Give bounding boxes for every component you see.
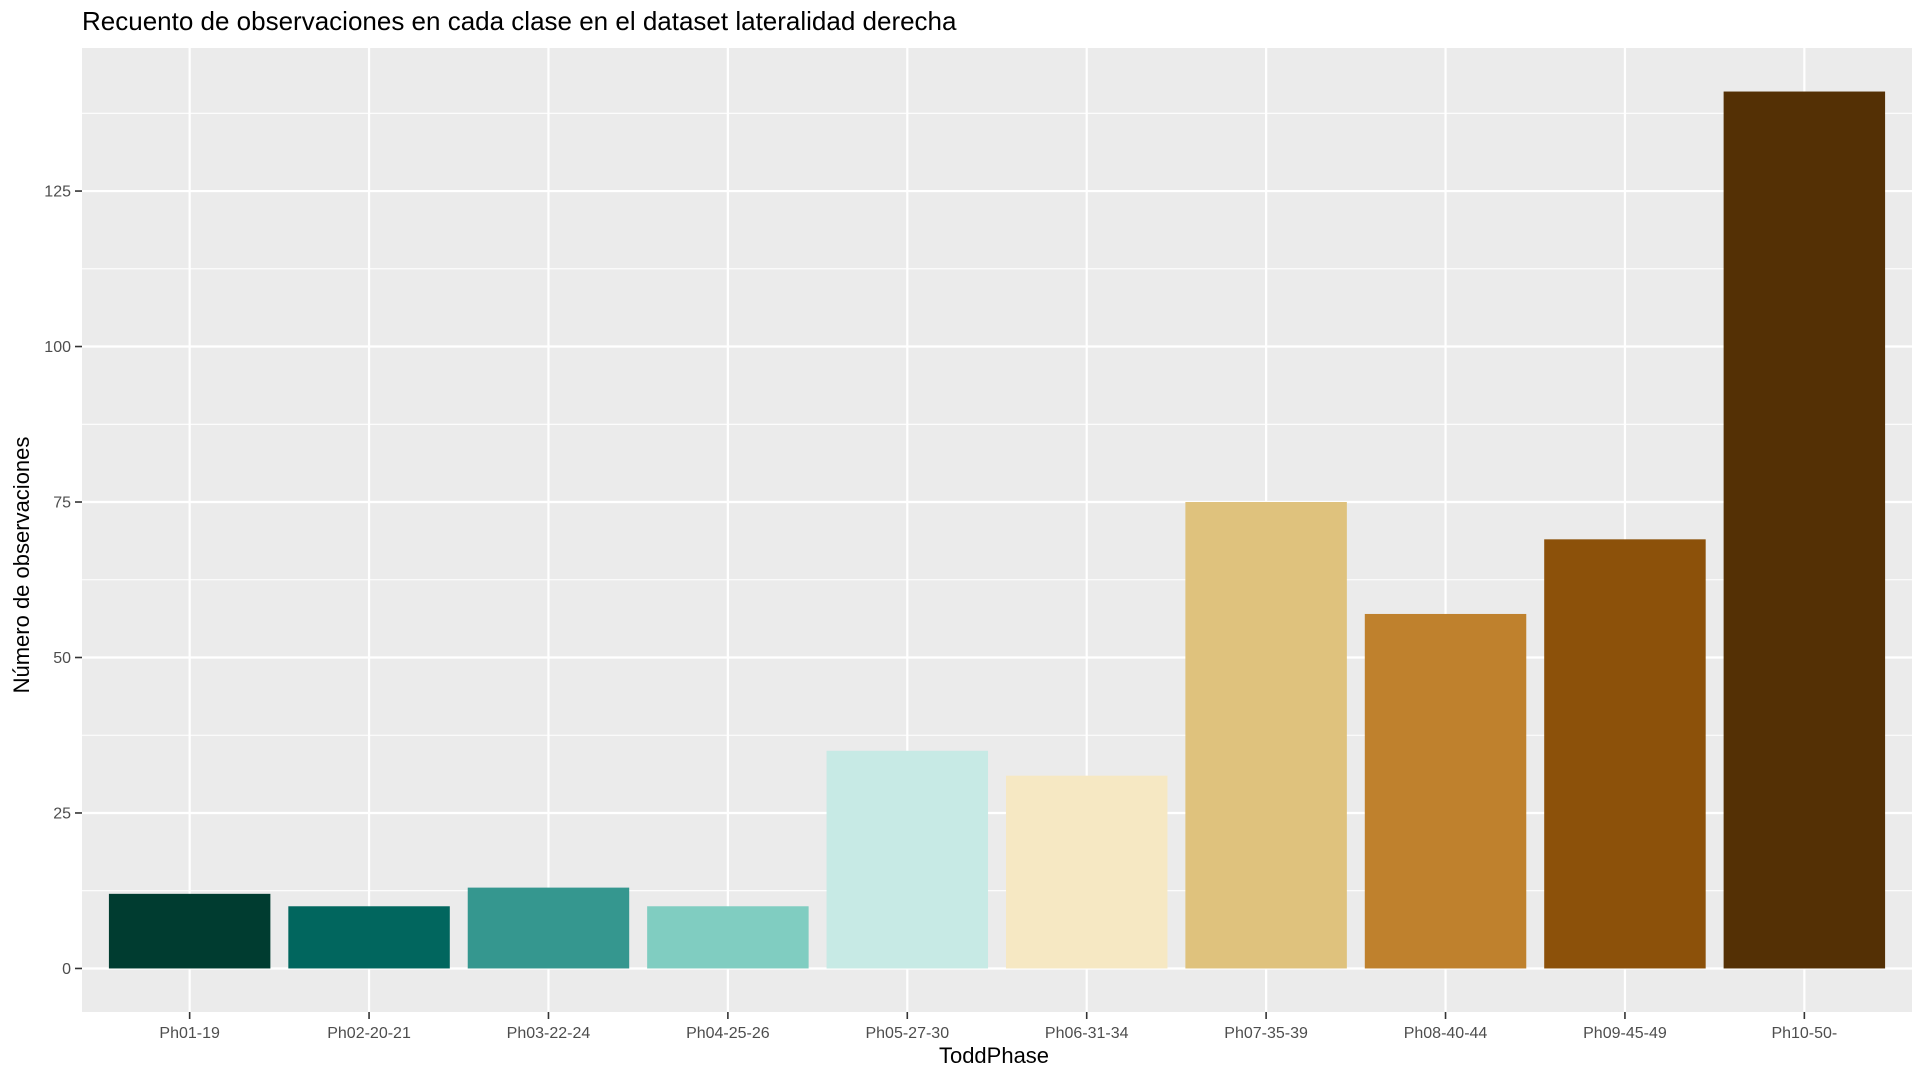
x-tick-label: Ph07-35-39 <box>1224 1025 1308 1042</box>
bar-Ph05-27-30 <box>826 750 989 969</box>
x-axis-title: ToddPhase <box>939 1043 1049 1068</box>
y-axis-title: Número de observaciones <box>9 437 34 694</box>
x-tick-label: Ph10-50- <box>1771 1025 1837 1042</box>
y-tick-label: 50 <box>53 650 71 667</box>
y-tick-label: 25 <box>53 805 71 822</box>
grid-minor <box>82 112 1912 892</box>
bar-Ph10-50- <box>1723 91 1886 969</box>
x-tick-label: Ph05-27-30 <box>865 1025 949 1042</box>
y-axis: 0 25 50 75 100 125 <box>44 184 82 978</box>
x-tick-label: Ph08-40-44 <box>1404 1025 1488 1042</box>
chart-title: Recuento de observaciones en cada clase … <box>82 6 957 36</box>
bar-Ph04-25-26 <box>647 906 809 969</box>
bar-Ph06-31-34 <box>1005 775 1168 969</box>
x-tick-label: Ph02-20-21 <box>327 1025 411 1042</box>
bar-Ph03-22-24 <box>467 887 630 969</box>
y-tick-label: 100 <box>44 339 71 356</box>
x-axis: Ph01-19 Ph02-20-21 Ph03-22-24 Ph04-25-26 Ph0… <box>159 1012 1837 1042</box>
x-tick-label: Ph04-25-26 <box>686 1025 770 1042</box>
x-tick-label: Ph06-31-34 <box>1045 1025 1129 1042</box>
bar-Ph01-19 <box>108 893 271 969</box>
y-tick-label: 0 <box>62 961 71 978</box>
bars <box>108 91 1886 969</box>
bar-Ph07-35-39 <box>1185 502 1347 969</box>
y-tick-label: 75 <box>53 495 71 512</box>
bar-Ph02-20-21 <box>288 906 450 969</box>
x-tick-label: Ph03-22-24 <box>507 1025 591 1042</box>
x-tick-label: Ph01-19 <box>159 1025 220 1042</box>
y-tick-label: 125 <box>44 184 71 201</box>
bar-Ph08-40-44 <box>1364 613 1527 969</box>
x-tick-label: Ph09-45-49 <box>1583 1025 1667 1042</box>
bar-Ph09-45-49 <box>1544 539 1706 969</box>
